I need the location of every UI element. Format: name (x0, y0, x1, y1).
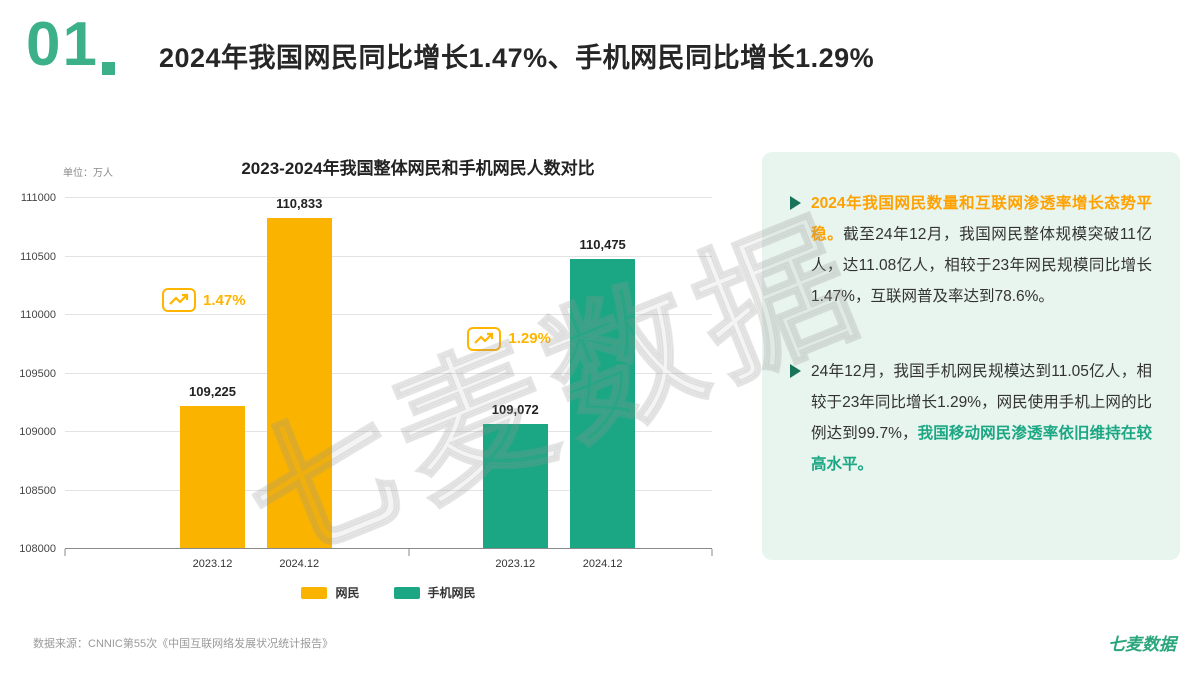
gridline (65, 431, 712, 432)
y-tick-label: 109000 (19, 426, 56, 438)
legend-swatch (393, 586, 420, 599)
legend-label: 网民 (335, 586, 360, 600)
x-category-label: 2024.12 (582, 558, 623, 570)
x-axis-tick (64, 549, 66, 556)
chart-plot: 108000 108500 109000 109500 110000 110500 1110… (19, 192, 713, 570)
gridline (65, 489, 712, 491)
bar-手机网民-2023.12 (482, 423, 548, 549)
growth-badge-手机网民: 1.29% (467, 326, 551, 351)
bar-value-label: 110,833 (276, 195, 323, 211)
bar-网民-2024.12 (266, 217, 332, 549)
x-category-label: 2024.12 (279, 558, 320, 570)
section-number: 01 (26, 10, 99, 79)
chart-title: 2023-2024年我国整体网民和手机网民人数对比 (241, 159, 595, 178)
x-category-label: 2023.12 (192, 558, 233, 570)
insight-panel: 2024年我国网民数量和互联网渗透率增长态势平稳。截至24年12月，我国网民整体… (762, 152, 1180, 560)
y-tick-label: 109500 (19, 367, 56, 380)
legend-swatch (301, 586, 328, 599)
chart-section: 单位：万人 2023-2024年我国整体网民和手机网民人数对比 108000 10… (19, 150, 733, 615)
bar-value-label: 109,225 (189, 383, 237, 399)
y-tick-label: 108500 (19, 484, 56, 497)
x-category-label: 2023.12 (495, 558, 536, 570)
y-tick-label: 111000 (20, 192, 56, 204)
bar-value-label: 110,475 (579, 237, 626, 253)
header: 01 2024年我国网民同比增长1.47%、手机网民同比增长1.29% (26, 10, 875, 79)
growth-badge-网民: 1.47% (162, 288, 246, 313)
highlight-text-green: 我国移动网民渗透率依旧维持在较高水平。 (811, 425, 1152, 473)
bullet-item-2: 24年12月，我国手机网民规模达到11.05亿人，相较于23年同比增长1.29%… (790, 356, 1152, 480)
bullet-item-1: 2024年我国网民数量和互联网渗透率增长态势平稳。截至24年12月，我国网民整体… (790, 188, 1152, 312)
page-title: 2024年我国网民同比增长1.47%、手机网民同比增长1.29% (158, 43, 875, 73)
legend-label: 手机网民 (427, 586, 476, 600)
x-axis-tick (711, 549, 713, 556)
data-source: 数据来源：CNNIC第55次《中国互联网络发展状况统计报告》 (33, 638, 334, 650)
legend-item-网民: 网民 (301, 584, 360, 601)
y-tick-label: 110500 (20, 250, 56, 263)
trend-up-icon (162, 288, 197, 313)
legend-item-手机网民: 手机网民 (393, 584, 476, 601)
y-tick-label: 108000 (19, 543, 56, 555)
chart-legend: 网民 手机网民 (65, 584, 712, 601)
bullet-text-2: 24年12月，我国手机网民规模达到11.05亿人，相较于23年同比增长1.29%… (811, 356, 1152, 480)
bar-手机网民-2024.12 (570, 259, 635, 549)
gridline (65, 372, 712, 374)
unit-label: 单位：万人 (63, 168, 113, 179)
brand-logo: 七麦数据 (1108, 635, 1176, 654)
section-number-square (101, 62, 115, 75)
triangle-bullet-icon (790, 196, 801, 210)
trend-up-icon (467, 326, 502, 351)
growth-value: 1.29% (508, 330, 551, 348)
highlight-text-orange: 2024年我国网民数量和互联网渗透率增长态势平稳。 (811, 195, 1152, 243)
gridline (65, 314, 712, 315)
y-tick-label: 110000 (20, 309, 56, 321)
bar-value-label: 109,072 (491, 401, 539, 417)
bar-网民-2023.12 (180, 405, 245, 549)
gridline (65, 255, 712, 257)
x-axis-tick (408, 549, 410, 556)
bullet-text-1: 2024年我国网民数量和互联网渗透率增长态势平稳。截至24年12月，我国网民整体… (811, 188, 1152, 312)
growth-value: 1.47% (203, 291, 246, 309)
body-text: 24年12月，我国手机网民规模达到11.05亿人，相较于23年同比增长1.29%… (811, 363, 1152, 442)
x-axis-line (65, 548, 712, 549)
body-text: 截至24年12月，我国网民整体规模突破11亿人，达11.08亿人，相较于23年网… (811, 226, 1152, 305)
gridline (65, 197, 712, 198)
triangle-bullet-icon (790, 364, 801, 378)
